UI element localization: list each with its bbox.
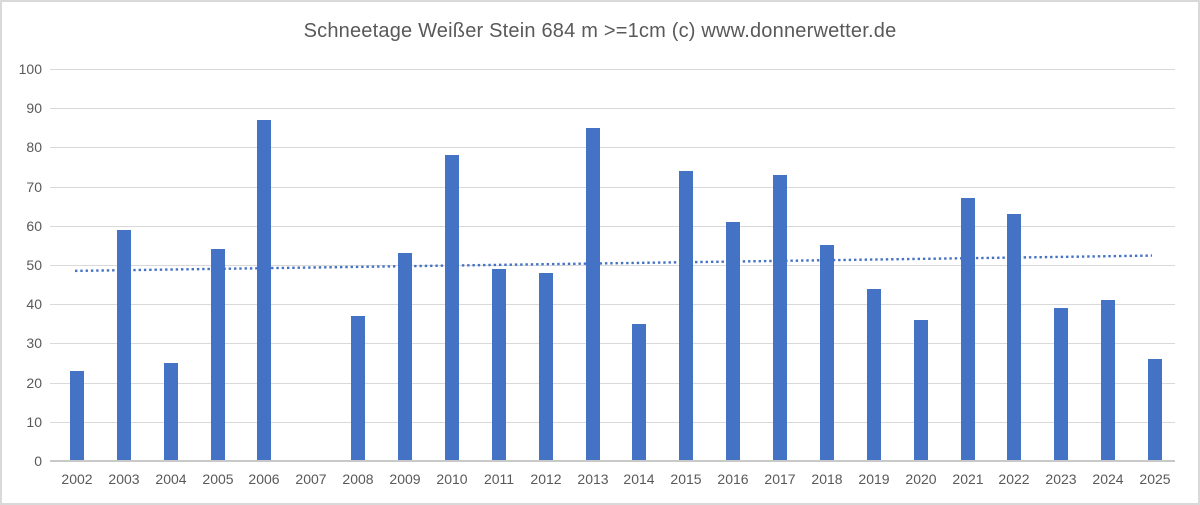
bar-2008 bbox=[351, 316, 365, 461]
bar-2015 bbox=[679, 171, 693, 461]
x-axis-label-2024: 2024 bbox=[1092, 471, 1124, 487]
y-axis-tick-label-0: 0 bbox=[34, 453, 42, 469]
x-axis-label-2021: 2021 bbox=[952, 471, 984, 487]
x-axis-label-2007: 2007 bbox=[295, 471, 327, 487]
gridline-y-100 bbox=[50, 69, 1175, 70]
bar-2014 bbox=[632, 324, 646, 461]
y-axis-tick-label-60: 60 bbox=[26, 218, 42, 234]
x-axis-label-2010: 2010 bbox=[436, 471, 468, 487]
y-axis-tick-label-50: 50 bbox=[26, 257, 42, 273]
bar-2017 bbox=[773, 175, 787, 461]
gridline-y-10 bbox=[50, 422, 1175, 423]
bar-2004 bbox=[164, 363, 178, 461]
bar-2010 bbox=[445, 155, 459, 461]
bar-2005 bbox=[211, 249, 225, 461]
bar-2016 bbox=[726, 222, 740, 461]
x-axis-label-2004: 2004 bbox=[155, 471, 187, 487]
x-axis-label-2015: 2015 bbox=[670, 471, 702, 487]
x-axis-label-2025: 2025 bbox=[1139, 471, 1171, 487]
gridline-y-30 bbox=[50, 343, 1175, 344]
x-axis-label-2013: 2013 bbox=[577, 471, 609, 487]
bar-2020 bbox=[914, 320, 928, 461]
x-axis-label-2009: 2009 bbox=[389, 471, 421, 487]
gridline-y-70 bbox=[50, 187, 1175, 188]
x-axis-label-2011: 2011 bbox=[483, 471, 515, 487]
bar-2018 bbox=[820, 245, 834, 461]
gridline-y-60 bbox=[50, 226, 1175, 227]
x-axis-label-2022: 2022 bbox=[998, 471, 1030, 487]
y-axis-tick-label-40: 40 bbox=[26, 296, 42, 312]
x-axis-label-2003: 2003 bbox=[108, 471, 140, 487]
x-axis-label-2008: 2008 bbox=[342, 471, 374, 487]
bar-2009 bbox=[398, 253, 412, 461]
x-axis-label-2017: 2017 bbox=[764, 471, 796, 487]
gridline-y-20 bbox=[50, 383, 1175, 384]
bar-2013 bbox=[586, 128, 600, 461]
x-axis-line bbox=[50, 460, 1175, 462]
bar-2006 bbox=[257, 120, 271, 461]
bar-2003 bbox=[117, 230, 131, 461]
bar-2025 bbox=[1148, 359, 1162, 461]
x-axis-label-2023: 2023 bbox=[1045, 471, 1077, 487]
y-axis-tick-label-70: 70 bbox=[26, 179, 42, 195]
x-axis-label-2019: 2019 bbox=[858, 471, 890, 487]
bar-2011 bbox=[492, 269, 506, 461]
bar-2022 bbox=[1007, 214, 1021, 461]
x-axis-label-2018: 2018 bbox=[811, 471, 843, 487]
chart-title: Schneetage Weißer Stein 684 m >=1cm (c) … bbox=[303, 20, 897, 42]
bar-2002 bbox=[70, 371, 84, 461]
bar-2024 bbox=[1101, 300, 1115, 461]
y-axis-tick-label-80: 80 bbox=[26, 139, 42, 155]
x-axis-label-2016: 2016 bbox=[717, 471, 749, 487]
y-axis-tick-label-10: 10 bbox=[26, 414, 42, 430]
bar-2012 bbox=[539, 273, 553, 461]
y-axis-tick-label-90: 90 bbox=[26, 100, 42, 116]
gridline-y-90 bbox=[50, 108, 1175, 109]
bar-2021 bbox=[961, 198, 975, 461]
x-axis-label-2006: 2006 bbox=[248, 471, 280, 487]
x-axis-label-2020: 2020 bbox=[905, 471, 937, 487]
bar-2023 bbox=[1054, 308, 1068, 461]
x-axis-label-2005: 2005 bbox=[202, 471, 234, 487]
bar-2019 bbox=[867, 289, 881, 461]
y-axis-tick-label-30: 30 bbox=[26, 335, 42, 351]
x-axis-label-2002: 2002 bbox=[61, 471, 93, 487]
trendline bbox=[74, 254, 1153, 273]
x-axis-label-2014: 2014 bbox=[623, 471, 655, 487]
gridline-y-80 bbox=[50, 147, 1175, 148]
y-axis-tick-label-100: 100 bbox=[18, 61, 42, 77]
x-axis-label-2012: 2012 bbox=[530, 471, 562, 487]
y-axis-tick-label-20: 20 bbox=[26, 375, 42, 391]
gridline-y-40 bbox=[50, 304, 1175, 305]
